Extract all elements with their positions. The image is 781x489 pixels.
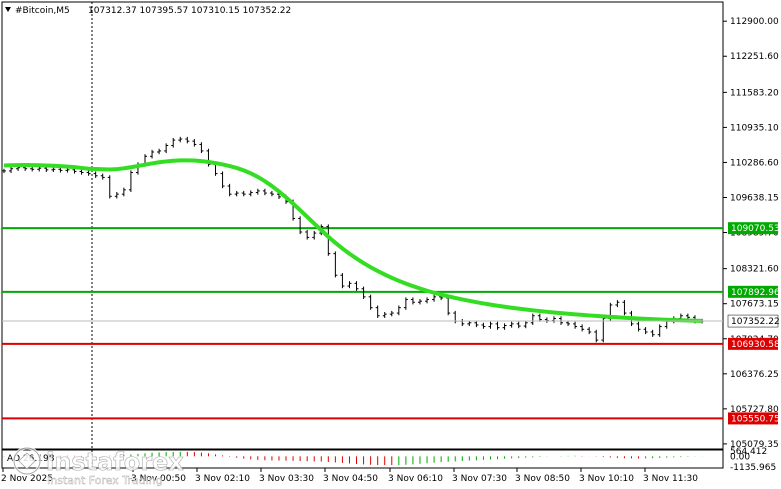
- price-pane-frame: [1, 1, 724, 450]
- time-axis: 2 Nov 2025 3 Nov 00:50 3 Nov 02:10 3 Nov 03…: [1, 468, 698, 484]
- time-tick-label: 3 Nov 00:50: [131, 474, 186, 484]
- ao-tick-label: 0.00: [730, 452, 750, 462]
- time-tick-label: 3 Nov 06:10: [388, 474, 443, 484]
- moving-average-line: [3, 158, 703, 323]
- price-tick-label: 110935.10: [730, 123, 779, 133]
- level-label-box: [728, 222, 778, 235]
- price-tick-label: 110286.60: [730, 158, 779, 168]
- time-tick-label: 3 Nov 02:10: [195, 474, 250, 484]
- ao-histogram: [3, 451, 703, 466]
- moving-average-series: [3, 158, 703, 323]
- level-label-box: [728, 412, 778, 425]
- tagline-text: Instant Forex Trading: [47, 474, 163, 487]
- time-tick-label: 3 Nov 03:30: [259, 474, 314, 484]
- price-tick-label: 112900.00: [730, 17, 779, 27]
- price-tick-label: 105079.35: [730, 440, 779, 450]
- instaforex-logo: instaforex Instant Forex Trading: [12, 446, 185, 487]
- level-label: 107892.96: [731, 288, 780, 298]
- brand-text: instaforex: [46, 448, 184, 476]
- current-price-label: 107352.22: [731, 317, 780, 327]
- ao-tick-label: 564.412: [730, 447, 767, 457]
- price-tick-label: 112251.60: [730, 52, 779, 62]
- indicator-pane-frame: [1, 449, 724, 469]
- ao-tick-label: -1135.965: [730, 463, 776, 473]
- level-label: 106930.58: [731, 340, 780, 350]
- level-label-box: [728, 285, 778, 298]
- price-series: [2, 136, 704, 343]
- time-tick-label: 3 Nov 08:50: [515, 474, 570, 484]
- price-tick-label: 111583.20: [730, 88, 779, 98]
- time-tick-label: 3 Nov 04:50: [323, 474, 378, 484]
- level-label-box: [728, 337, 778, 350]
- level-label: 105550.75: [731, 414, 780, 424]
- time-tick-label: 3 Nov 10:10: [579, 474, 634, 484]
- price-tick-label: 109638.15: [730, 193, 779, 203]
- level-lines: 109070.53 107892.96 106930.58 105550.75: [2, 222, 780, 425]
- price-tick-label: 105727.80: [730, 405, 779, 415]
- price-tick-label: 108321.60: [730, 265, 779, 275]
- price-tick-label: 107673.15: [730, 300, 779, 310]
- level-label: 109070.53: [731, 224, 780, 234]
- current-price-box: [727, 314, 779, 328]
- current-price-marker: 107352.22: [2, 314, 780, 328]
- time-tick-label: 3 Nov 11:30: [643, 474, 698, 484]
- ohlc-readout: 107312.37 107395.57 107310.15 107352.22: [88, 6, 291, 16]
- time-tick-label: 3 Nov 07:30: [452, 474, 507, 484]
- symbol-dropdown-icon[interactable]: [5, 7, 11, 12]
- symbol-label: #Bitcoin,M5: [15, 6, 70, 16]
- price-tick-label: 106376.25: [730, 370, 779, 380]
- time-tick-label: 2 Nov 2025: [1, 474, 53, 484]
